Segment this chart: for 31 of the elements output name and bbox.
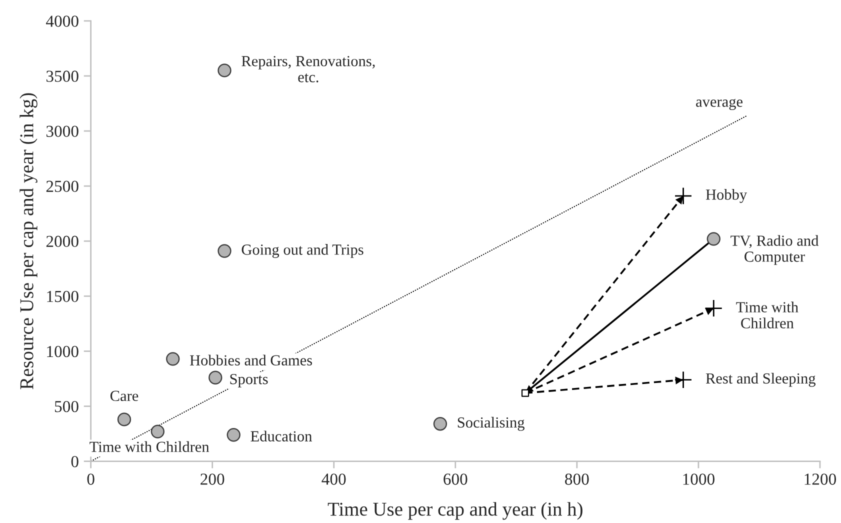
annotation: Hobbies and Games [190,354,312,366]
x-tick-label: 200 [200,474,224,485]
annotation: Care [110,390,138,402]
y-axis-title: Resource Use per cap and year (in kg) [20,93,38,390]
x-tick-label: 1000 [683,474,714,485]
annotation: Time with Children [90,441,210,452]
y-tick-label: 4000 [46,16,78,27]
y-tick-label: 0 [71,456,78,468]
y-tick-label: 2500 [46,180,78,192]
y-tick-label: 3500 [46,70,78,82]
x-tick-label: 600 [444,474,468,485]
annotation: Going out and Trips [242,244,364,258]
x-tick-label: 400 [322,474,346,485]
annotation: TV, Radio and Computer [730,235,819,265]
annotation: Hobby [706,189,748,203]
annotation: average [696,98,742,110]
x-tick-label: 800 [565,474,589,485]
y-tick-label: 2000 [46,236,78,248]
annotation: Repairs, Renovations, etc. [242,56,375,82]
y-tick-label: 1500 [47,290,78,302]
annotation: Sports [230,374,268,388]
annotation: Time with Children [736,302,798,328]
x-tick-label: 1200 [804,474,836,485]
annotation: Socialising [458,416,524,431]
annotation: Rest and Sleeping [706,372,816,387]
x-tick-label: 0 [87,474,94,485]
annotation: Education [250,430,312,442]
y-tick-label: 1000 [47,346,78,358]
y-tick-label: 3000 [46,126,78,137]
x-axis-title: Time Use per cap and year (in h) [328,502,582,520]
y-tick-label: 500 [54,400,78,412]
